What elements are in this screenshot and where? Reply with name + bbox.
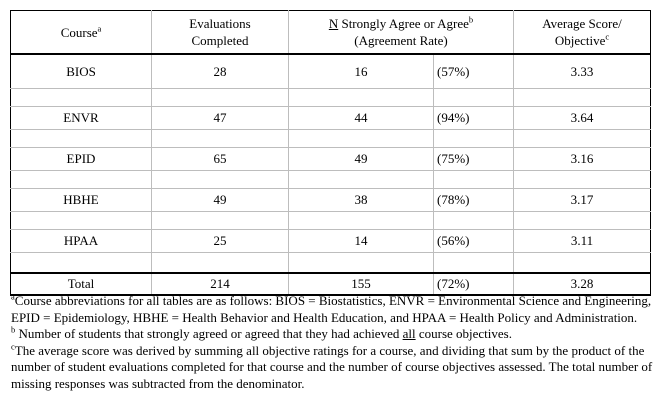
n-agree-cell: 44 bbox=[288, 106, 434, 130]
table-row-total: Total 214 155 (72%) 3.28 bbox=[10, 272, 651, 296]
spacer-row bbox=[10, 170, 651, 189]
agreement-rate-cell: (56%) bbox=[433, 229, 514, 253]
table-row-hpaa: HPAA 25 14 (56%) 3.11 bbox=[10, 229, 651, 253]
footnote-a-text: Course abbreviations for all tables are … bbox=[11, 293, 652, 325]
course-header-label: Course bbox=[60, 24, 98, 40]
total-n-agree-cell: 155 bbox=[288, 272, 434, 296]
average-score-header: Average Score/ Objectivec bbox=[513, 10, 651, 55]
table-row-envr: ENVR 47 44 (94%) 3.64 bbox=[10, 106, 651, 130]
course-cell: HPAA bbox=[10, 229, 152, 253]
evaluations-header-line1: Evaluations bbox=[189, 16, 251, 31]
agreement-header: N Strongly Agree or Agreeb (Agreement Ra… bbox=[288, 10, 514, 55]
table-row-epid: EPID 65 49 (75%) 3.16 bbox=[10, 147, 651, 171]
footnote-a: aCourse abbreviations for all tables are… bbox=[11, 291, 659, 326]
footnote-b-text-end: course objectives. bbox=[415, 326, 512, 341]
footnote-b-marker: b bbox=[11, 324, 16, 335]
header-row: Coursea Evaluations Completed N Strongly… bbox=[10, 10, 651, 55]
agreement-header-text: Strongly Agree or Agree bbox=[338, 16, 469, 31]
agreement-header-line2: (Agreement Rate) bbox=[354, 33, 448, 48]
avg-score-cell: 3.64 bbox=[513, 106, 651, 130]
evaluations-cell: 47 bbox=[151, 106, 289, 130]
evaluations-cell: 65 bbox=[151, 147, 289, 171]
agreement-rate-cell: (75%) bbox=[433, 147, 514, 171]
avg-score-cell: 3.16 bbox=[513, 147, 651, 171]
avg-score-cell: 3.33 bbox=[513, 53, 651, 89]
footnote-b-text: Number of students that strongly agreed … bbox=[15, 326, 403, 341]
total-evaluations-cell: 214 bbox=[151, 272, 289, 296]
n-agree-cell: 49 bbox=[288, 147, 434, 171]
footnote-c-marker: c bbox=[11, 341, 15, 352]
evaluations-cell: 28 bbox=[151, 53, 289, 89]
evaluations-header: Evaluations Completed bbox=[151, 10, 289, 55]
footnotes: aCourse abbreviations for all tables are… bbox=[11, 291, 659, 393]
course-cell: BIOS bbox=[10, 53, 152, 89]
average-score-header-line1: Average Score/ bbox=[542, 16, 622, 31]
average-score-header-line2: Objectivec bbox=[515, 31, 650, 49]
table-body: BIOS 28 16 (57%) 3.33 ENVR 47 44 (94%) 3… bbox=[10, 53, 651, 296]
n-agree-cell: 16 bbox=[288, 53, 434, 89]
spacer-row bbox=[10, 88, 651, 107]
agreement-rate-cell: (57%) bbox=[433, 53, 514, 89]
course-evaluation-table: Coursea Evaluations Completed N Strongly… bbox=[10, 10, 651, 296]
n-agree-cell: 38 bbox=[288, 188, 434, 212]
course-footnote-marker: a bbox=[97, 23, 102, 34]
footnote-b-underlined-word: all bbox=[402, 326, 416, 341]
total-agreement-rate-cell: (72%) bbox=[433, 272, 514, 296]
n-agree-cell: 14 bbox=[288, 229, 434, 253]
n-underlined: N bbox=[328, 16, 339, 31]
footnote-b: b Number of students that strongly agree… bbox=[11, 324, 659, 343]
footnote-c-text: The average score was derived by summing… bbox=[11, 342, 653, 391]
evaluations-cell: 49 bbox=[151, 188, 289, 212]
total-avg-score-cell: 3.28 bbox=[513, 272, 651, 296]
avg-score-cell: 3.17 bbox=[513, 188, 651, 212]
agreement-footnote-marker: b bbox=[468, 14, 474, 25]
spacer-row bbox=[10, 129, 651, 148]
total-label-cell: Total bbox=[10, 272, 152, 296]
table-header: Coursea Evaluations Completed N Strongly… bbox=[10, 10, 651, 55]
avg-score-cell: 3.11 bbox=[513, 229, 651, 253]
spacer-row bbox=[10, 211, 651, 230]
agreement-header-line1: N Strongly Agree or Agreeb bbox=[290, 14, 513, 32]
objective-label: Objective bbox=[554, 33, 606, 48]
footnote-c: cThe average score was derived by summin… bbox=[11, 341, 659, 393]
table-row-bios: BIOS 28 16 (57%) 3.33 bbox=[10, 53, 651, 89]
agreement-rate-cell: (94%) bbox=[433, 106, 514, 130]
course-cell: HBHE bbox=[10, 188, 152, 212]
course-header: Coursea bbox=[10, 10, 152, 55]
table-row-hbhe: HBHE 49 38 (78%) 3.17 bbox=[10, 188, 651, 212]
course-cell: ENVR bbox=[10, 106, 152, 130]
evaluations-header-line2: Completed bbox=[191, 33, 249, 48]
spacer-row bbox=[10, 252, 651, 274]
course-cell: EPID bbox=[10, 147, 152, 171]
evaluations-cell: 25 bbox=[151, 229, 289, 253]
agreement-rate-cell: (78%) bbox=[433, 188, 514, 212]
average-footnote-marker: c bbox=[605, 31, 610, 42]
footnote-a-marker: a bbox=[11, 291, 15, 302]
